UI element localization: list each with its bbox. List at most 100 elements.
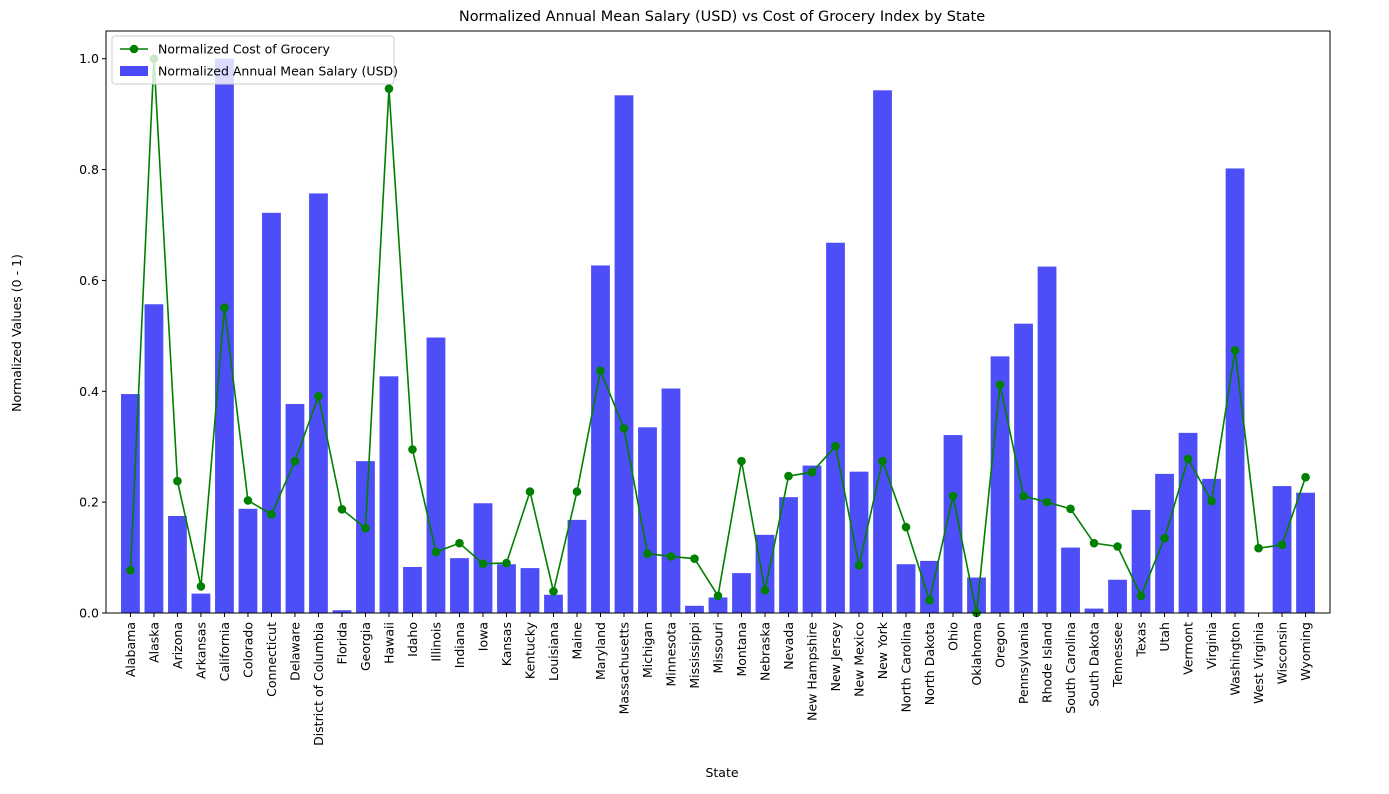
bar-north-dakota <box>920 560 939 613</box>
point-iowa <box>478 559 488 568</box>
point-district-of-columbia <box>314 391 323 401</box>
point-idaho <box>408 445 417 454</box>
point-mississippi <box>690 554 699 563</box>
point-arizona <box>173 476 182 486</box>
point-west-virginia <box>1254 543 1263 553</box>
bar-kentucky <box>520 568 540 613</box>
x-axis-label: State <box>705 765 738 780</box>
bar-idaho <box>403 566 422 613</box>
point-missouri <box>713 591 723 601</box>
point-washington <box>1230 345 1240 355</box>
bar-district-of-columbia <box>309 193 328 613</box>
x-tick-label: Nebraska <box>758 622 773 681</box>
point-oregon <box>995 380 1005 389</box>
bar-vermont <box>1178 432 1198 613</box>
x-tick-label: Nevada <box>781 622 796 670</box>
x-tick-label: South Carolina <box>1063 622 1078 714</box>
x-tick-label: Vermont <box>1181 622 1196 675</box>
x-tick-label: Montana <box>734 622 749 677</box>
bar-indiana <box>450 558 469 613</box>
bar-alabama <box>121 394 140 613</box>
bar-massachusetts <box>614 95 634 614</box>
x-tick-label: New Hampshire <box>805 622 820 721</box>
point-virginia <box>1207 496 1216 506</box>
bar-rhode-island <box>1037 266 1057 613</box>
x-tick-label: Arizona <box>170 622 185 669</box>
point-north-dakota <box>925 595 934 605</box>
bar-missouri <box>708 597 728 613</box>
x-tick-label: Maryland <box>593 622 608 680</box>
point-minnesota <box>666 552 676 561</box>
point-hawaii <box>384 84 394 93</box>
bar-south-carolina <box>1061 547 1080 613</box>
x-tick-label: Texas <box>1134 622 1149 658</box>
bar-alaska <box>144 304 164 613</box>
x-tick-label: Indiana <box>452 622 467 668</box>
bar-new-jersey <box>826 242 845 614</box>
point-vermont <box>1183 454 1193 464</box>
x-tick-label: Georgia <box>358 622 373 671</box>
point-arkansas <box>196 582 206 591</box>
bar-tennessee <box>1108 579 1127 613</box>
bar-delaware <box>285 404 305 613</box>
point-maine <box>572 487 582 496</box>
x-tick-label: Maine <box>569 622 584 660</box>
point-kansas <box>502 558 511 568</box>
x-tick-label: Wyoming <box>1298 622 1313 681</box>
x-tick-label: Kentucky <box>522 621 537 679</box>
x-tick-label: Oklahoma <box>969 622 984 686</box>
plot-layer: 0.0 0.2 0.4 0.6 0.8 1.0 Alabama Alaska Arizona Ar… <box>79 30 1331 746</box>
x-tick-label: Arkansas <box>193 622 208 679</box>
x-tick-label: West Virginia <box>1251 622 1266 704</box>
y-tick-label: 1.0 <box>79 51 99 66</box>
x-tick-label: Iowa <box>475 622 490 651</box>
point-georgia <box>361 523 370 533</box>
point-ohio <box>948 491 958 501</box>
bar-minnesota <box>661 388 681 613</box>
x-tick-label: Virginia <box>1204 622 1219 669</box>
bar-new-mexico <box>849 471 869 613</box>
x-tick-label: Florida <box>334 622 349 665</box>
point-texas <box>1136 591 1146 601</box>
bar-new-hampshire <box>802 465 822 613</box>
x-tick-label: New York <box>875 621 890 679</box>
point-nevada <box>784 471 793 481</box>
bar-iowa <box>473 503 493 613</box>
point-nebraska <box>760 585 770 595</box>
point-pennsylvania <box>1019 491 1028 501</box>
x-tick-label: Tennessee <box>1110 622 1125 688</box>
point-wisconsin <box>1277 540 1287 550</box>
x-tick-label: Michigan <box>640 622 655 678</box>
point-utah <box>1160 533 1169 543</box>
point-south-dakota <box>1089 538 1099 548</box>
y-tick-label: 0.6 <box>79 273 99 288</box>
bar-illinois <box>426 337 446 613</box>
point-south-carolina <box>1066 504 1075 514</box>
x-tick-label: Minnesota <box>663 622 678 687</box>
point-connecticut <box>267 510 276 519</box>
bar-arkansas <box>191 593 211 613</box>
point-delaware <box>290 456 300 466</box>
x-tick-label: Connecticut <box>264 622 279 697</box>
x-tick-label: South Dakota <box>1087 622 1102 707</box>
bar-nebraska <box>755 534 775 613</box>
bar-wyoming <box>1296 492 1315 613</box>
bar-north-carolina <box>896 564 916 613</box>
point-florida <box>337 505 347 514</box>
point-maryland <box>596 366 605 376</box>
point-north-carolina <box>901 522 911 532</box>
x-tick-label: Oregon <box>993 622 1008 668</box>
x-tick-label: California <box>217 622 232 681</box>
bar-arizona <box>168 516 187 613</box>
bar-montana <box>732 573 751 613</box>
legend-line-marker <box>129 44 139 54</box>
y-tick-label: 0.0 <box>79 606 99 621</box>
point-alabama <box>126 566 135 575</box>
point-kentucky <box>525 487 535 496</box>
x-tick-label: Massachusetts <box>616 622 631 714</box>
y-axis-label: Normalized Values (0 - 1) <box>9 254 24 412</box>
x-tick-label: Idaho <box>405 622 420 657</box>
bar-michigan <box>638 427 657 613</box>
x-tick-label: Wisconsin <box>1275 622 1290 684</box>
